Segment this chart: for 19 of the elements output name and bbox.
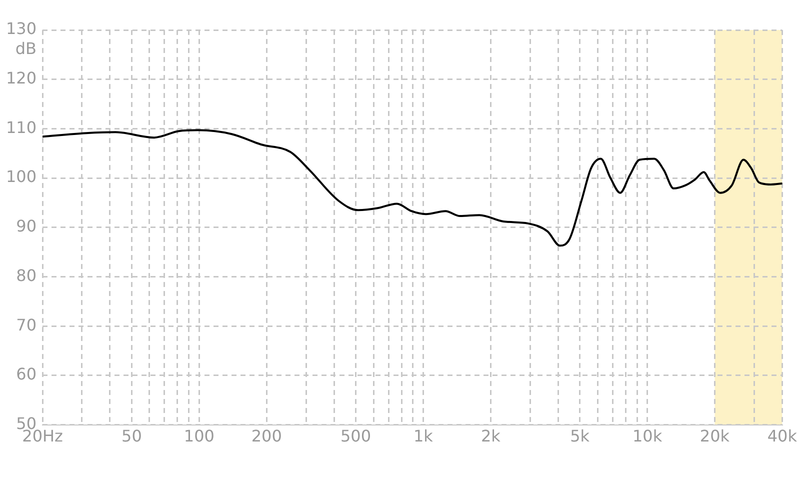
y-axis-title: dB xyxy=(15,39,37,58)
y-tick-label: 70 xyxy=(16,315,37,334)
y-tick-label: 130 xyxy=(6,19,37,38)
x-tick-label: 50 xyxy=(122,426,142,446)
y-tick-label: 90 xyxy=(16,216,37,236)
y-tick-label: 80 xyxy=(16,266,37,285)
y-tick-label: 120 xyxy=(6,68,37,88)
x-tick-label: 10k xyxy=(632,426,663,446)
x-tick-label: 20k xyxy=(700,426,730,446)
x-tick-label: 2k xyxy=(480,426,502,446)
y-tick-label: 100 xyxy=(6,167,37,186)
x-tick-label: 500 xyxy=(340,426,372,446)
x-tick-label: 200 xyxy=(251,426,282,446)
y-tick-label: 110 xyxy=(6,118,37,137)
x-tick-label: 5k xyxy=(570,426,590,446)
y-tick-label: 60 xyxy=(16,364,37,384)
x-tick-label: 40k xyxy=(767,426,798,446)
x-tick-label: 100 xyxy=(184,426,214,446)
x-tick-label: 1k xyxy=(413,426,434,446)
